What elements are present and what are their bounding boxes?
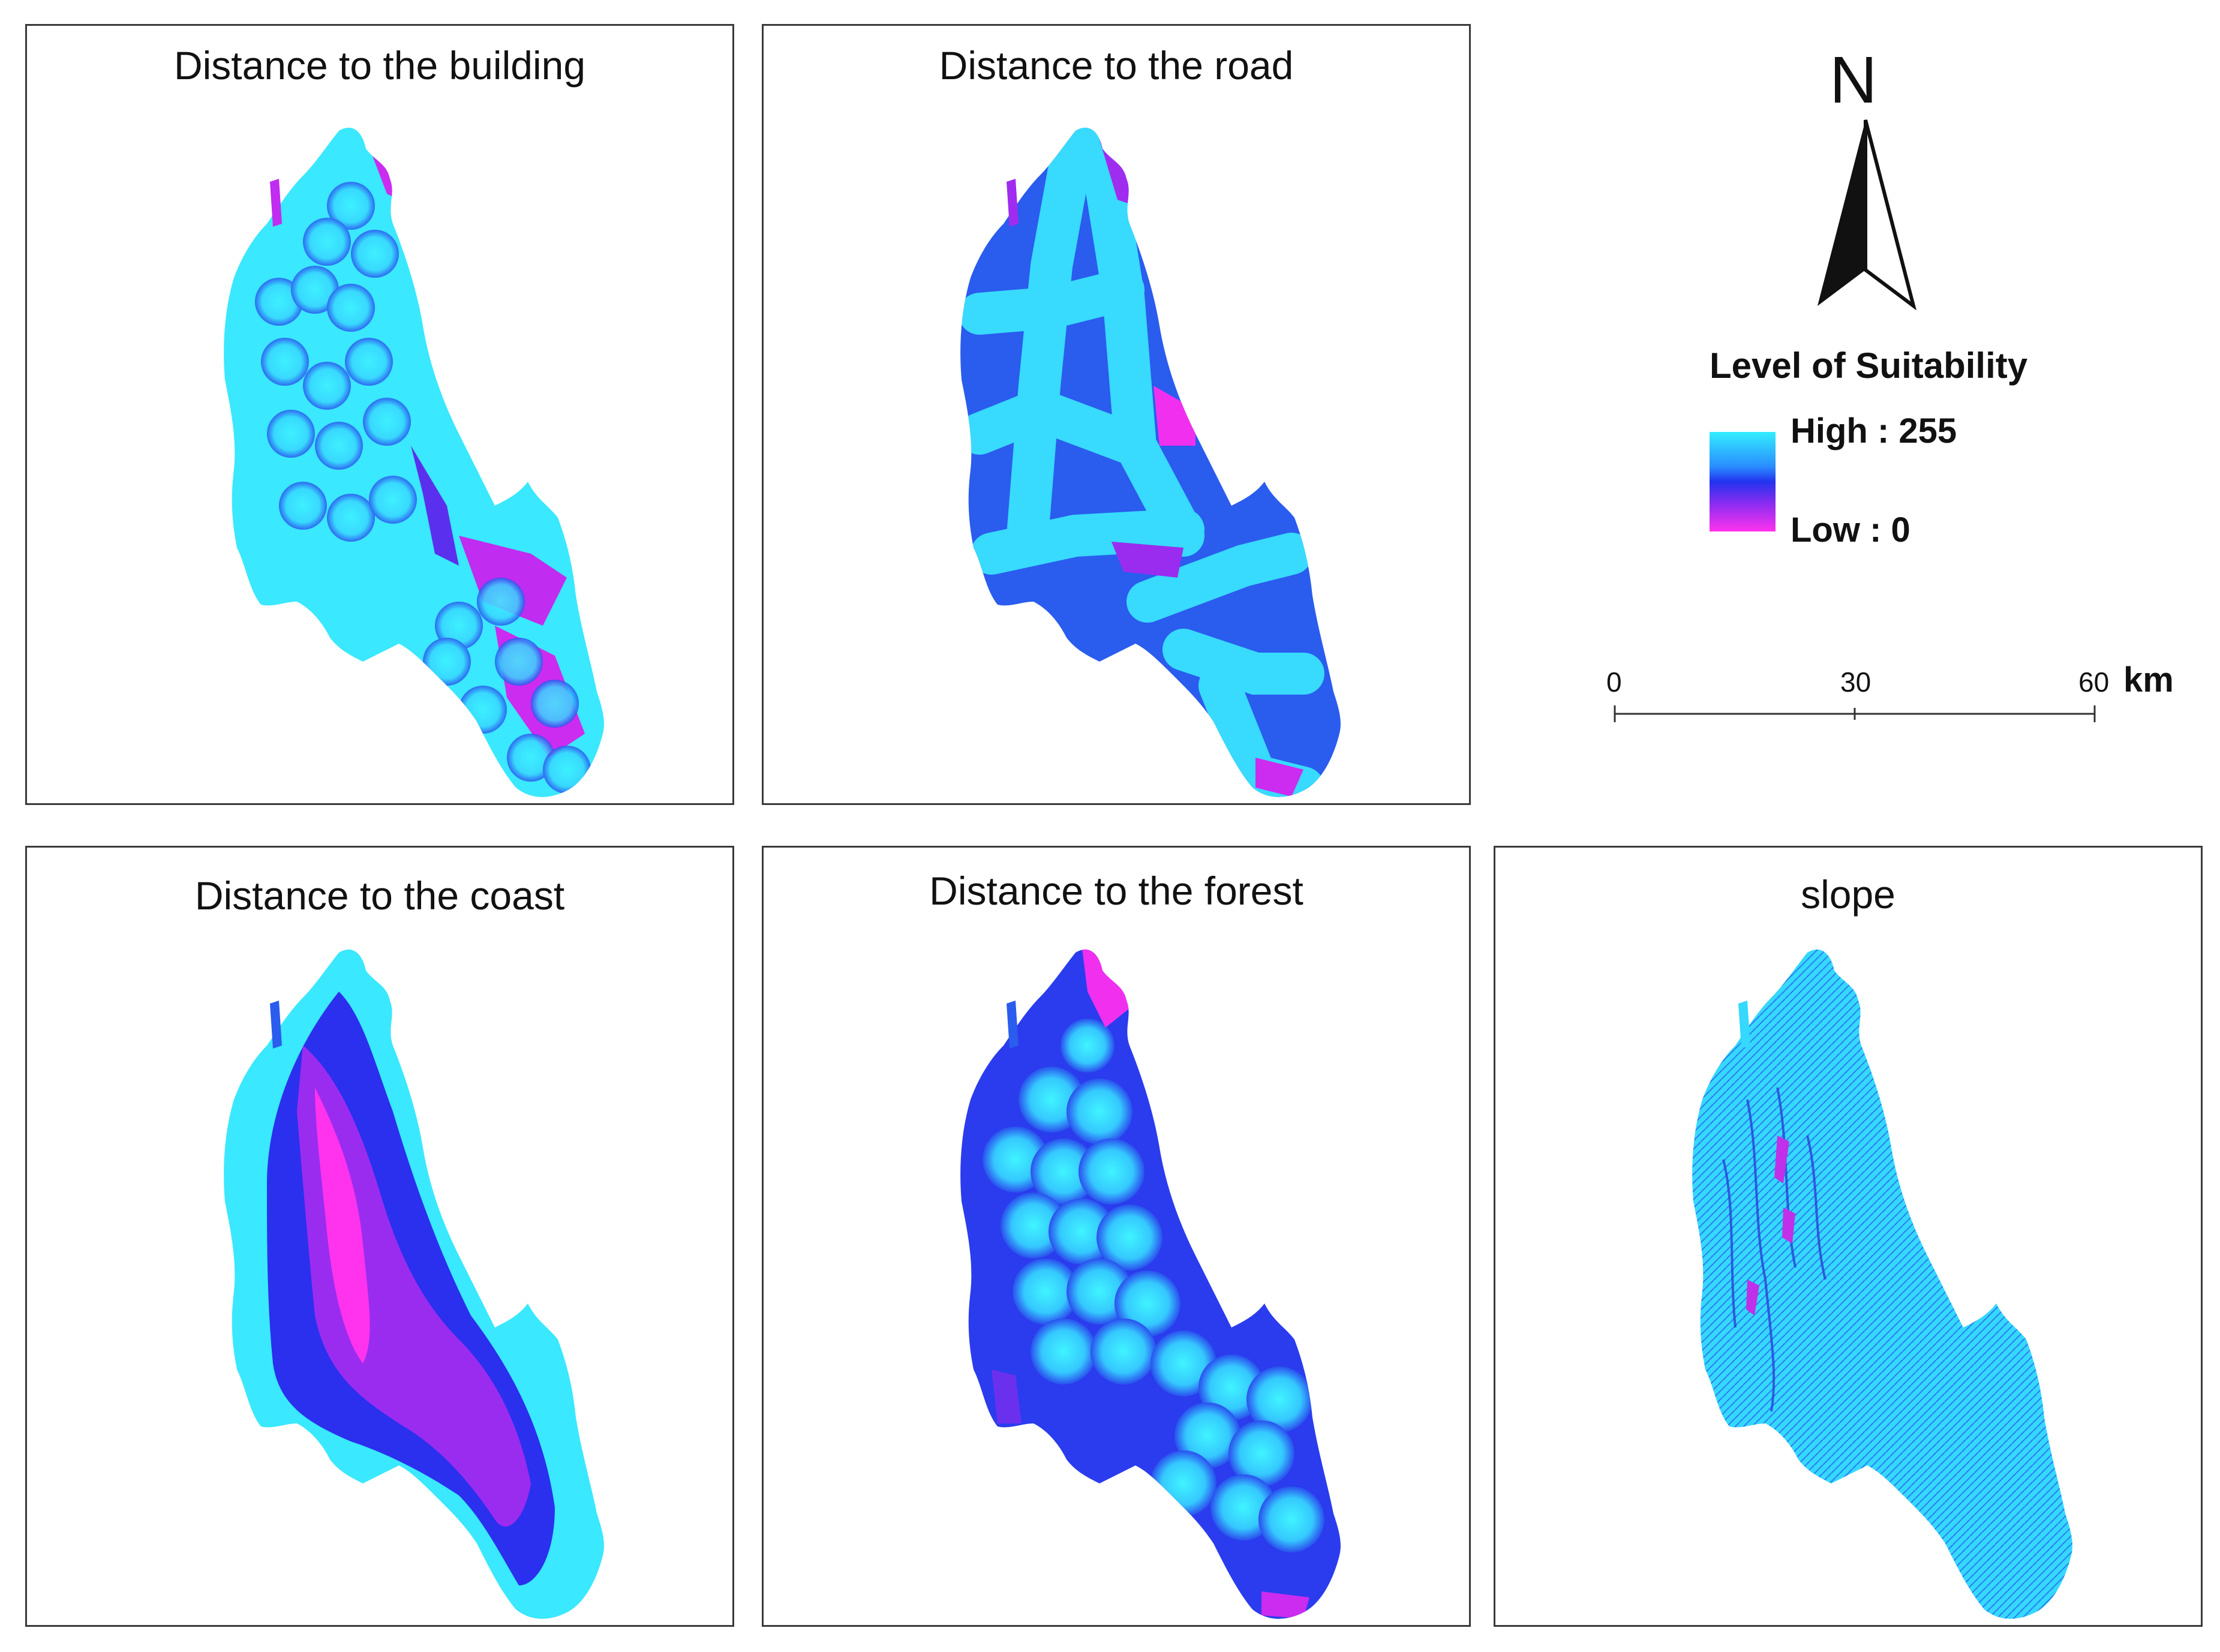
- scale-unit: km: [2123, 660, 2174, 699]
- map-coast: [224, 949, 604, 1619]
- panel-title: Distance to the coast: [194, 873, 565, 918]
- legend-area: N Level of Suitability High : 255 Low : …: [1512, 24, 2207, 804]
- legend-low-label: Low : 0: [1791, 510, 1910, 549]
- scale-tick-label: 60: [2078, 666, 2110, 698]
- legend-color-ramp: [1710, 432, 1776, 531]
- panel-title: Distance to the building: [173, 43, 586, 88]
- map-panel-road: Distance to the road: [762, 24, 1471, 805]
- panel-title: Distance to the road: [939, 43, 1294, 88]
- map-panel-slope: slope: [1494, 846, 2203, 1627]
- map-building: [224, 127, 604, 797]
- map-panel-coast: Distance to the coast: [25, 846, 734, 1627]
- legend-title: Level of Suitability: [1710, 346, 2028, 386]
- panel-title: Distance to the forest: [929, 869, 1303, 913]
- panel-title: slope: [1801, 872, 1895, 917]
- scale-bar: 0 30 60: [1606, 666, 2109, 726]
- north-arrow-icon: [1818, 119, 1917, 311]
- scale-line: [1614, 705, 2096, 722]
- map-forest: [960, 949, 1341, 1619]
- map-slope: [1692, 949, 2072, 1619]
- legend-high-label: High : 255: [1791, 412, 1957, 450]
- scale-tick-label: 0: [1606, 666, 1622, 698]
- scale-tick-label: 30: [1840, 666, 1871, 698]
- north-letter: N: [1830, 43, 1877, 117]
- map-road: [960, 127, 1341, 797]
- map-panel-building: Distance to the building: [25, 24, 734, 805]
- map-panel-forest: Distance to the forest: [762, 846, 1471, 1627]
